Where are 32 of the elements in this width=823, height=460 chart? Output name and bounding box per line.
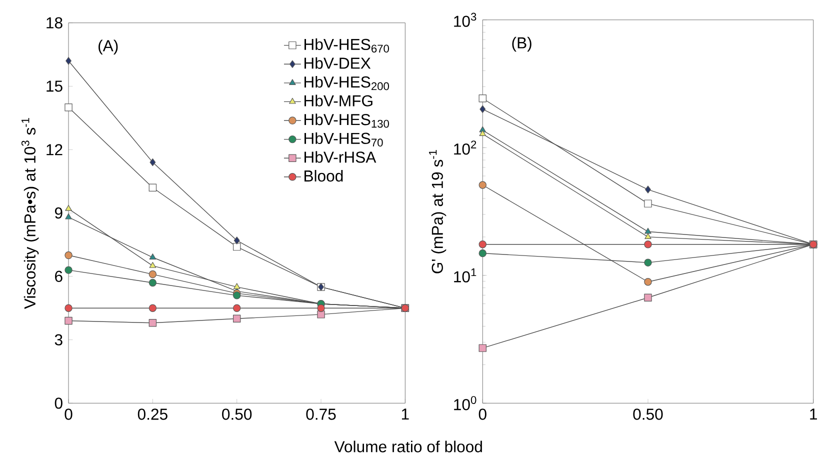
legend-label: HbV-HES$_{670}$ — [304, 38, 389, 53]
y-tick-label: 10$^{0}$ — [454, 396, 476, 410]
annotation: (B) — [512, 36, 532, 52]
y-tick-label: 0 — [54, 398, 62, 409]
y-tick-label: 10$^{3}$ — [454, 12, 476, 28]
x-tick-label: 0 — [478, 408, 486, 420]
x-tick-label: 0.25 — [138, 408, 168, 420]
legend-label: HbV-MFG — [304, 94, 372, 107]
y-tick-label: 9 — [54, 208, 62, 219]
y-tick-label: 18 — [46, 17, 62, 29]
x-tick-label: 1 — [402, 408, 409, 420]
y-tick-label: 10$^{2}$ — [454, 140, 476, 155]
legend-label: HbV-DEX — [304, 57, 371, 69]
y-tick-label: 10$^{1}$ — [454, 268, 476, 283]
legend-label: Blood — [304, 170, 343, 182]
legend-label: HbV-HES$_{70}$ — [304, 132, 383, 147]
x-tick-label: 0 — [64, 408, 72, 420]
legend-label: HbV-HES$_{200}$ — [304, 76, 389, 90]
x-tick-label: 1 — [810, 408, 817, 420]
y-tick-label: 3 — [54, 334, 62, 346]
y-tick-label: 15 — [46, 80, 62, 92]
x-tick-label: 0.75 — [306, 408, 336, 420]
annotation: (A) — [98, 40, 118, 55]
x-tick-label: 0.50 — [633, 408, 663, 420]
legend-label: HbV-HES$_{130}$ — [304, 114, 389, 128]
y-axis-title: G' (mPa) at 19 s$^{-1}$ — [429, 150, 446, 274]
x-tick-label: 0.50 — [222, 408, 252, 420]
legend-label: HbV-rHSA — [304, 151, 376, 163]
y-tick-label: 12 — [46, 144, 62, 156]
x-axis-title: Volume ratio of blood — [334, 440, 482, 452]
y-tick-label: 6 — [55, 270, 62, 282]
y-axis-title: Viscosity (mPa•s) at 10$^{3}$ s$^{-1}$ — [21, 118, 39, 310]
